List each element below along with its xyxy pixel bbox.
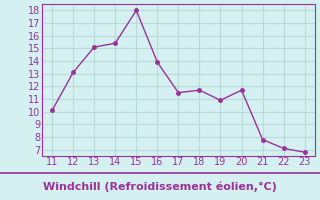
Text: Windchill (Refroidissement éolien,°C): Windchill (Refroidissement éolien,°C) — [43, 182, 277, 192]
